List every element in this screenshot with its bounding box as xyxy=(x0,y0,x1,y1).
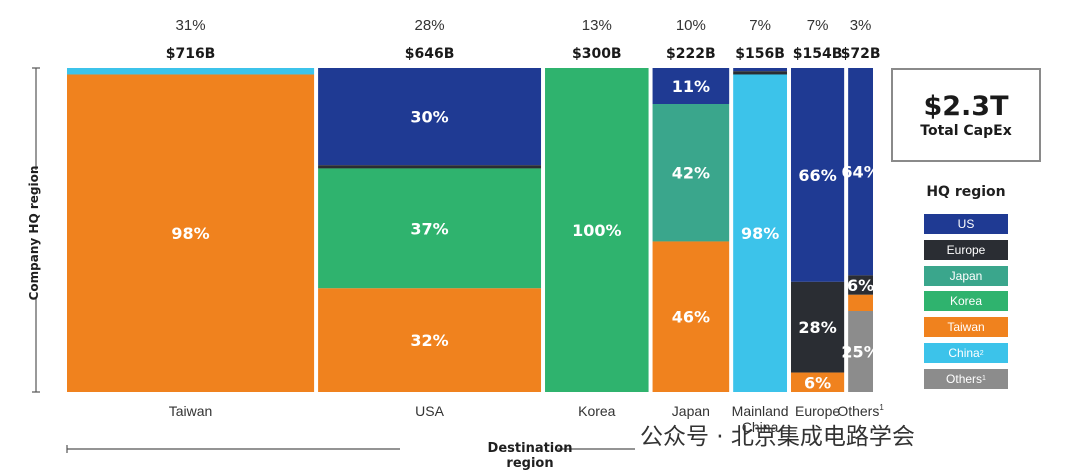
category-label-japan: Japan xyxy=(672,403,710,419)
segment-label-mainland-china-china: 98% xyxy=(741,224,779,243)
column-value-taiwan: $716B xyxy=(166,46,216,62)
segment-mainland-china-europe xyxy=(733,71,788,75)
legend-item-europe: Europe xyxy=(924,239,1008,260)
segment-taiwan-taiwan xyxy=(67,74,315,392)
legend-title: HQ region xyxy=(926,184,1006,200)
column-value-mainland-china: $156B xyxy=(735,46,785,62)
segment-usa-europe xyxy=(318,165,542,169)
segment-label-others-europe: 6% xyxy=(847,276,874,295)
column-share-taiwan: 31% xyxy=(176,17,206,34)
category-label-europe: Europe xyxy=(795,403,840,419)
segment-japan-us xyxy=(652,68,730,104)
total-capex-box: $2.3T Total CapEx xyxy=(891,68,1041,162)
legend-item-label: Korea xyxy=(949,294,983,309)
column-share-usa: 28% xyxy=(415,17,445,34)
category-label-korea: Korea xyxy=(578,403,616,419)
segment-label-europe-us: 66% xyxy=(798,166,836,185)
segment-japan-taiwan xyxy=(652,241,730,392)
segment-mainland-china-china xyxy=(733,74,788,392)
y-axis-label: Company HQ region xyxy=(27,165,41,301)
segment-label-usa-us: 30% xyxy=(410,108,448,127)
column-value-korea: $300B xyxy=(572,46,622,62)
category-label-others: Others1 xyxy=(837,403,884,419)
segment-europe-taiwan xyxy=(791,372,845,392)
column-value-japan: $222B xyxy=(666,46,716,62)
legend-item-us: US xyxy=(924,214,1008,234)
total-capex-value: $2.3T xyxy=(923,91,1009,122)
legend-item-others: Others 1 xyxy=(924,368,1008,389)
segment-label-others-us: 64% xyxy=(841,163,879,182)
segment-label-usa-taiwan: 32% xyxy=(410,331,448,350)
segment-label-taiwan-taiwan: 98% xyxy=(171,224,209,243)
segment-korea-korea xyxy=(545,68,649,392)
segment-label-korea-korea: 100% xyxy=(572,221,621,240)
category-label-taiwan: Taiwan xyxy=(169,403,213,419)
legend-item-label: US xyxy=(957,217,975,231)
legend-item-label: Taiwan xyxy=(947,320,985,335)
segment-label-others-others: 25% xyxy=(841,343,879,362)
column-value-europe: $154B xyxy=(793,46,843,62)
column-share-mainland-china: 7% xyxy=(749,17,771,34)
column-value-usa: $646B xyxy=(405,46,455,62)
legend-item-label: Others xyxy=(946,371,983,386)
segment-label-europe-taiwan: 6% xyxy=(804,373,831,392)
segment-usa-korea xyxy=(318,168,542,289)
category-label-usa: USA xyxy=(415,403,444,419)
segment-usa-taiwan xyxy=(318,288,542,392)
segment-label-japan-japan: 42% xyxy=(672,164,710,183)
legend-item-japan: Japan xyxy=(924,265,1008,286)
segment-label-usa-korea: 37% xyxy=(410,219,448,238)
segment-usa-us xyxy=(318,68,542,166)
column-value-others: $72B xyxy=(841,46,881,62)
watermark-text: 公众号 · 北京集成电路学会 xyxy=(640,424,915,450)
legend-item-taiwan: Taiwan xyxy=(924,317,1008,338)
segment-others-others xyxy=(848,311,873,392)
segment-label-japan-us: 11% xyxy=(672,77,710,96)
legend-item-korea: Korea xyxy=(924,291,1008,312)
column-share-others: 3% xyxy=(850,17,872,34)
category-label-mainland-china: Mainland China xyxy=(732,403,789,435)
column-share-europe: 7% xyxy=(807,17,829,34)
segment-taiwan-china xyxy=(67,68,315,75)
legend-item-label: Japan xyxy=(949,268,983,283)
legend-item-label: Europe xyxy=(946,242,986,257)
legend-item-footnote: 2 xyxy=(979,349,984,357)
legend-item-china: China 2 xyxy=(924,343,1008,363)
column-share-korea: 13% xyxy=(582,17,612,34)
x-axis-label: Destination region xyxy=(487,441,573,471)
segment-japan-japan xyxy=(652,104,730,242)
segment-label-europe-europe: 28% xyxy=(798,318,836,337)
segment-europe-europe xyxy=(791,281,845,373)
segment-europe-us xyxy=(791,68,845,282)
segment-others-us xyxy=(848,68,873,276)
total-capex-label: Total CapEx xyxy=(920,123,1012,139)
column-share-japan: 10% xyxy=(676,17,706,34)
segment-label-japan-taiwan: 46% xyxy=(672,308,710,327)
segment-mainland-china-us xyxy=(733,68,788,72)
legend-item-label: China xyxy=(948,346,980,360)
segment-others-europe xyxy=(848,275,873,295)
legend-item-footnote: 1 xyxy=(982,375,986,383)
segment-others-taiwan xyxy=(848,294,873,311)
